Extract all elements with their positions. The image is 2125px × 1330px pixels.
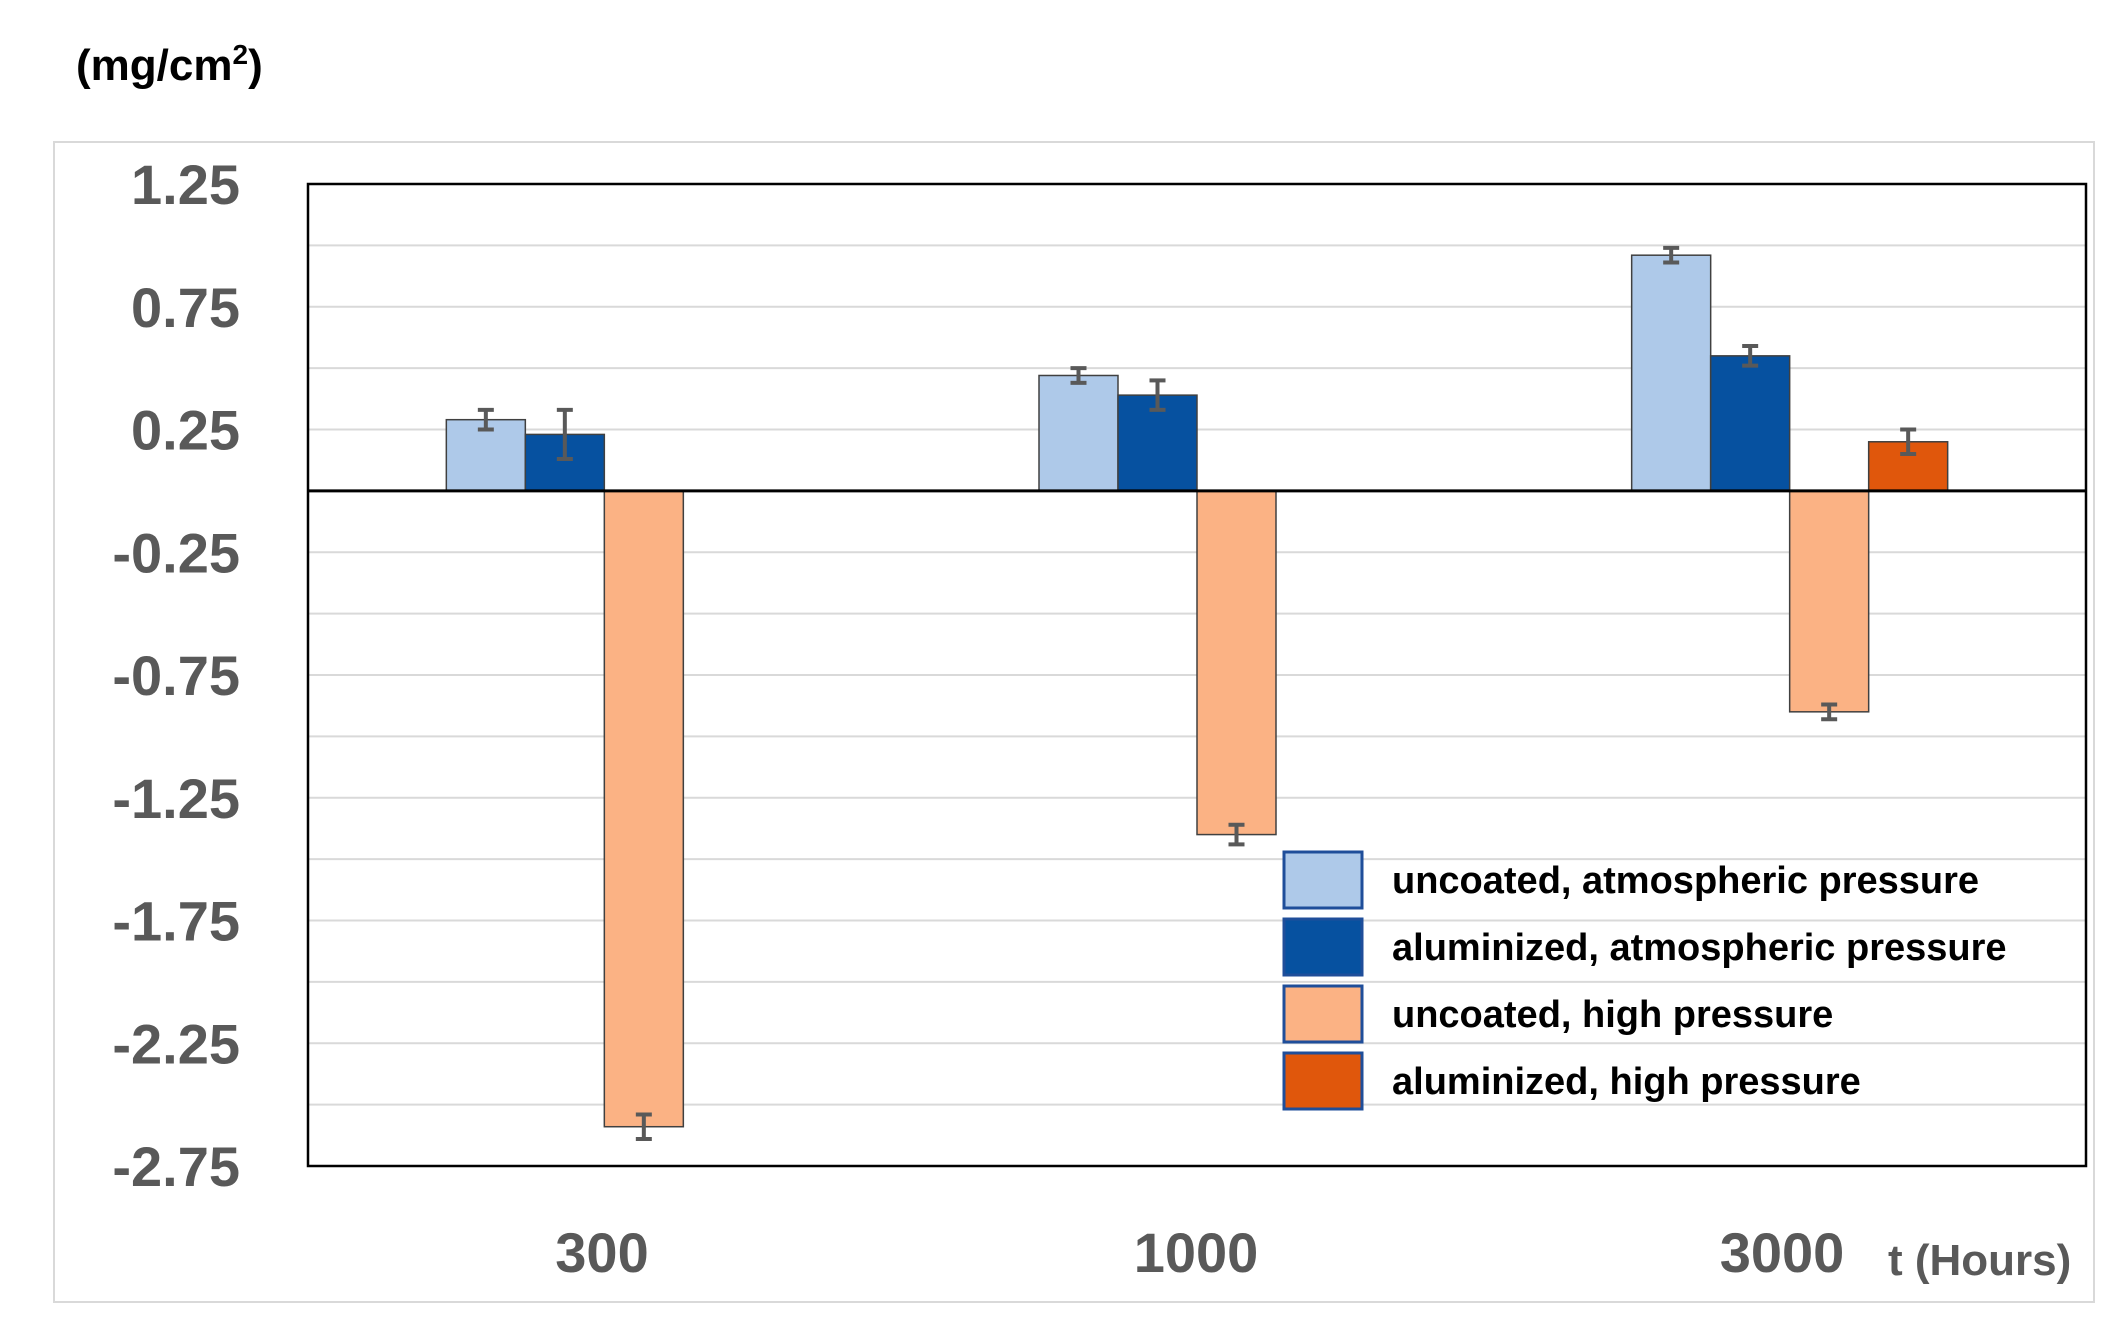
y-unit-superscript: 2	[232, 39, 248, 70]
legend-swatch	[1282, 850, 1364, 910]
y-tick-label: 0.25	[131, 399, 240, 462]
bar	[1630, 254, 1712, 492]
chart-area-frame	[53, 141, 2095, 1303]
legend: uncoated, atmospheric pressure aluminized…	[1282, 850, 2007, 1111]
plot-frame	[306, 182, 2088, 1168]
legend-label: aluminized, atmospheric pressure	[1392, 927, 2007, 969]
bars	[445, 254, 1949, 1128]
y-tick-labels: 1.25 0.75 0.25 -0.25 -0.75 -1.25 -1.75 -2.25 -2.…	[112, 153, 240, 1198]
bar	[603, 490, 685, 1128]
x-tick-labels: 300 1000 3000	[555, 1221, 1844, 1284]
y-tick-label: 0.75	[131, 276, 240, 339]
y-tick-label: -0.25	[112, 521, 240, 584]
y-tick-label: 1.25	[131, 153, 240, 216]
y-tick-label: -2.75	[112, 1135, 240, 1198]
legend-label: uncoated, high pressure	[1392, 994, 1833, 1036]
legend-swatch	[1282, 984, 1364, 1044]
error-bars	[477, 245, 1917, 1141]
y-tick-label: -2.25	[112, 1012, 240, 1075]
x-tick-label: 1000	[1134, 1221, 1259, 1284]
x-tick-label: 3000	[1720, 1221, 1845, 1284]
x-tick-label: 300	[555, 1221, 648, 1284]
legend-label: uncoated, atmospheric pressure	[1392, 860, 1979, 902]
bar	[1709, 355, 1791, 492]
y-unit-label: (mg/cm2)	[76, 39, 263, 90]
bar	[445, 418, 527, 492]
y-tick-label: -1.25	[112, 767, 240, 830]
x-axis-title: t (Hours)	[1888, 1236, 2071, 1285]
y-tick-label: -1.75	[112, 890, 240, 953]
legend-swatch	[1282, 917, 1364, 977]
bar	[1788, 490, 1870, 713]
legend-swatch	[1282, 1051, 1364, 1111]
y-tick-label: -0.75	[112, 644, 240, 707]
legend-label: aluminized, high pressure	[1392, 1061, 1861, 1103]
bar	[1196, 490, 1277, 836]
bar	[1038, 374, 1119, 492]
